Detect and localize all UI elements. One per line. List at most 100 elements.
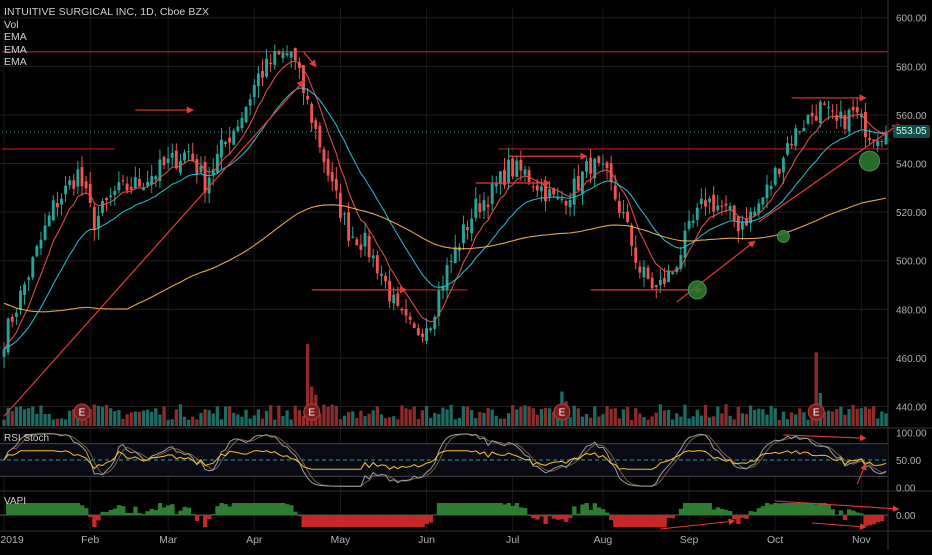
candle-body [613, 185, 617, 200]
rsi-pane-label[interactable]: RSI Stoch [4, 433, 50, 444]
legend-study-ema-3[interactable]: EMA [4, 56, 27, 68]
vapi-pane-label[interactable]: VAPI [4, 496, 27, 507]
price-tick-label: 560.00 [896, 111, 927, 122]
candle-body [244, 106, 248, 123]
legend-study-ema-2[interactable]: EMA [4, 43, 27, 56]
candle-body [146, 181, 150, 186]
volume-bar [363, 416, 367, 426]
volume-bar [55, 418, 60, 426]
candle-body [798, 131, 802, 133]
volume-bar [880, 411, 884, 426]
rsi-tick-label: 0.00 [896, 483, 916, 494]
candle-body [740, 222, 744, 230]
candle-body [724, 203, 728, 206]
volume-bar [531, 408, 535, 426]
volume-bar [330, 404, 334, 426]
volume-bar [27, 408, 31, 426]
vapi-bar [609, 515, 614, 521]
volume-bar [10, 411, 14, 426]
vapi-bar [814, 504, 819, 515]
vapi-bar [198, 515, 204, 516]
volume-bar [92, 404, 96, 426]
vapi-bar [691, 503, 696, 515]
vapi-bar [531, 515, 536, 519]
volume-bar [248, 418, 252, 426]
rsi-trend-arrow [783, 434, 867, 442]
candle-body [375, 255, 379, 274]
volume-bar [59, 418, 64, 426]
vapi-bar [527, 515, 532, 516]
vapi-bar [116, 505, 122, 515]
candle-body [683, 230, 687, 258]
candle-body [786, 143, 789, 155]
vapi-bar [769, 504, 774, 515]
volume-bar [638, 413, 642, 426]
volume-bar [256, 409, 261, 426]
volume-bar [129, 412, 133, 426]
vapi-bar [186, 507, 191, 515]
candle-body [232, 130, 236, 145]
volume-bar [47, 414, 51, 426]
candle-body [708, 198, 712, 203]
volume-bar [84, 419, 88, 426]
candle-body [314, 120, 318, 129]
candle-body [876, 140, 880, 146]
volume-bar [658, 404, 662, 426]
candle-body [347, 212, 351, 241]
vapi-bar [354, 515, 360, 527]
vapi-bar [830, 509, 835, 515]
vapi-bar [469, 503, 475, 515]
candle-body [35, 246, 39, 257]
vapi-bar [321, 515, 327, 527]
candle-body [170, 152, 174, 158]
candle-body [630, 225, 634, 246]
legend-study-vol[interactable]: Vol [4, 18, 19, 31]
volume-bar [535, 414, 539, 426]
volume-bar [511, 405, 515, 426]
vapi-bar [633, 515, 639, 527]
candle-body [392, 294, 396, 304]
volume-bar [502, 418, 507, 426]
vapi-bar [838, 510, 844, 515]
volume-bar [416, 418, 420, 426]
vapi-bar [301, 515, 306, 527]
vapi-bar [338, 515, 343, 527]
vapi-bar [379, 515, 384, 527]
volume-bar [31, 406, 35, 426]
candle-body [552, 187, 556, 195]
vapi-bar [227, 506, 233, 515]
vapi-bar [289, 505, 294, 515]
candle-body [174, 150, 178, 169]
candle-body [211, 169, 215, 176]
volume-bar [884, 413, 888, 426]
vapi-bar [461, 503, 466, 515]
candle-body [96, 215, 100, 229]
volume-bar [420, 410, 425, 426]
legend-study-ema-1[interactable]: EMA [4, 31, 27, 43]
candle-body [642, 266, 646, 278]
volume-bar [260, 418, 265, 426]
vapi-bar [670, 515, 676, 519]
candle-body [831, 110, 835, 112]
vapi-bar [563, 515, 569, 523]
volume-bar [830, 411, 835, 426]
vapi-bar [166, 505, 171, 515]
candle-body [92, 207, 96, 231]
candle-body [773, 167, 777, 185]
volume-bar [392, 416, 396, 426]
vapi-bar [449, 503, 454, 515]
highlight-circle [687, 280, 707, 300]
vapi-bar [736, 515, 741, 524]
volume-bar [429, 417, 433, 426]
candle-body [421, 333, 424, 338]
volume-bar [145, 409, 150, 426]
volume-bar [400, 405, 404, 426]
candle-body [187, 151, 191, 153]
vapi-bar [682, 503, 688, 515]
vapi-bar [625, 515, 630, 527]
candle-body [359, 244, 363, 250]
vapi-bar [59, 503, 64, 515]
volume-bar [465, 406, 470, 426]
